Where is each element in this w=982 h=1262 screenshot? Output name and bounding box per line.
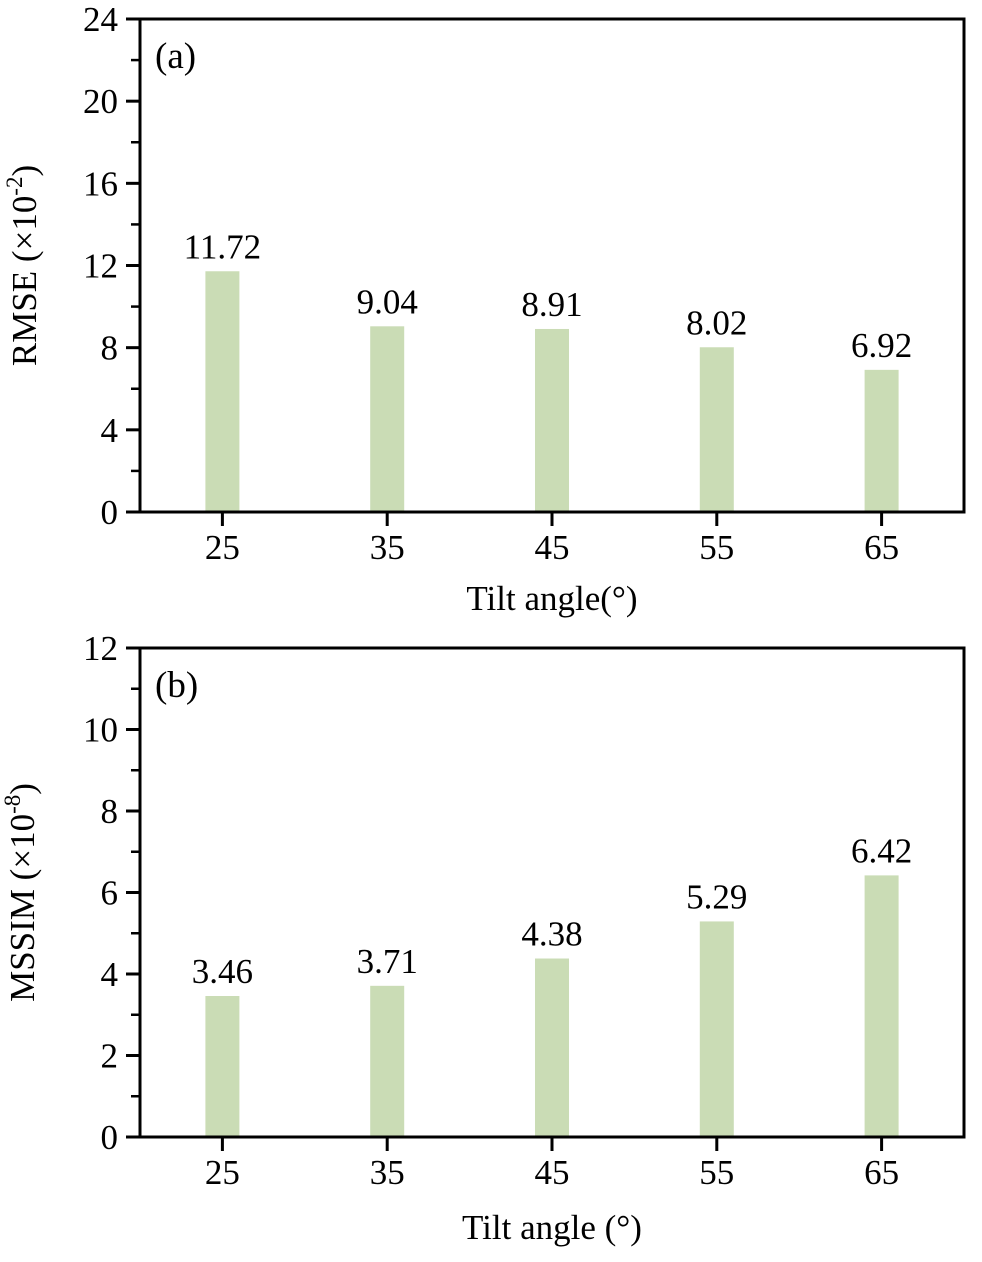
bar-25 [205, 996, 240, 1137]
bar-35 [370, 326, 405, 512]
plot-border [138, 646, 966, 1139]
y-tick-label: 24 [83, 0, 118, 39]
bar-45 [535, 958, 569, 1137]
bar-value-label: 9.04 [357, 282, 418, 321]
plot-border [138, 17, 966, 514]
y-tick-label: 20 [83, 82, 118, 121]
x-axis-title: Tilt angle (°) [462, 1208, 642, 1247]
y-tick-label: 8 [101, 792, 119, 831]
bar-value-label: 6.42 [851, 831, 912, 870]
bar-value-label: 3.71 [357, 942, 418, 981]
chart-panel-a: 11.72 9.04 8.91 8.02 6.92 0 4 8 12 16 20 24 25 35 45 55… [2, 0, 966, 618]
y-tick-label: 0 [101, 1118, 119, 1157]
bar-25 [205, 271, 240, 512]
y-tick-label: 6 [101, 874, 119, 913]
bar-value-label: 4.38 [521, 915, 582, 954]
y-tick-label: 4 [101, 955, 119, 994]
y-tick-label: 12 [83, 247, 118, 286]
bar-value-label: 6.92 [851, 326, 912, 365]
x-axis-title: Tilt angle(°) [466, 579, 637, 618]
x-tick-label: 45 [535, 528, 570, 567]
x-tick-label: 35 [370, 528, 405, 567]
bar-value-label: 8.91 [521, 285, 582, 324]
bar-55 [699, 347, 734, 512]
bar-value-label: 8.02 [686, 303, 747, 342]
x-tick-label: 25 [205, 1153, 240, 1192]
y-tick-label: 0 [101, 493, 119, 532]
bar-65 [864, 875, 899, 1137]
panel-label: (b) [155, 665, 198, 706]
x-tick-label: 55 [699, 1153, 734, 1192]
x-tick-label: 45 [535, 1153, 570, 1192]
y-tick-label: 2 [101, 1037, 119, 1076]
bar-35 [370, 985, 405, 1137]
y-tick-label: 12 [83, 629, 118, 668]
bar-45 [535, 328, 569, 512]
x-tick-label: 65 [864, 1153, 899, 1192]
bar-value-label: 11.72 [184, 227, 261, 266]
panel-label: (a) [155, 36, 196, 77]
chart-panel-b: 3.46 3.71 4.38 5.29 6.42 0 2 4 6 8 10 12 25 35 45 55 65 T… [0, 629, 966, 1247]
bar-65 [864, 369, 899, 512]
x-tick-label: 55 [699, 528, 734, 567]
x-tick-label: 65 [864, 528, 899, 567]
y-tick-label: 16 [83, 164, 118, 203]
bar-value-label: 3.46 [192, 952, 253, 991]
y-tick-label: 10 [83, 711, 118, 750]
y-tick-label: 8 [101, 329, 119, 368]
bar-value-label: 5.29 [686, 877, 747, 916]
x-tick-label: 35 [370, 1153, 405, 1192]
y-axis-title: MSSIM (×10-8) [0, 783, 42, 1002]
y-axis-title: RMSE (×10-2) [2, 165, 44, 366]
x-tick-label: 25 [205, 528, 240, 567]
y-tick-label: 4 [101, 411, 119, 450]
bar-55 [699, 921, 734, 1137]
